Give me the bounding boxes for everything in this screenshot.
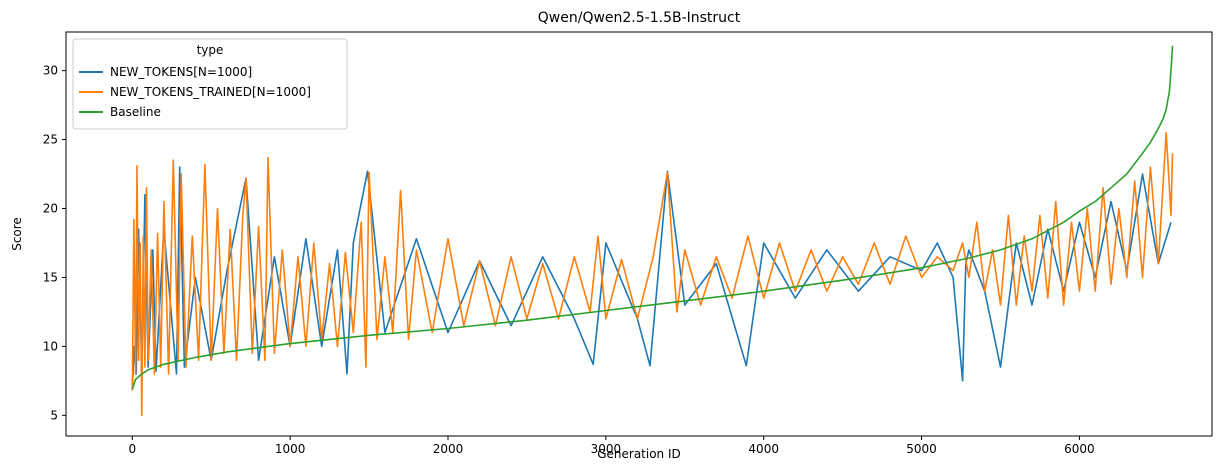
series-layer [131, 45, 1174, 417]
legend-label-new-tokens: NEW_TOKENS[N=1000] [110, 65, 252, 79]
y-tick-label: 15 [43, 270, 58, 284]
legend-box [72, 38, 348, 130]
y-tick-label: 30 [43, 64, 58, 78]
legend-label-new-tokens-trained: NEW_TOKENS_TRAINED[N=1000] [110, 85, 311, 99]
y-tick-label: 25 [43, 133, 58, 147]
legend-entry-new-tokens: NEW_TOKENS[N=1000] [79, 65, 252, 79]
legend-label-baseline: Baseline [110, 105, 161, 119]
y-tick-label: 20 [43, 201, 58, 215]
y-tick-label: 10 [43, 339, 58, 353]
series-line-baseline [131, 45, 1174, 390]
x-tick-label: 5000 [906, 442, 937, 456]
x-axis-label: Generation ID [597, 447, 681, 461]
x-tick-label: 3000 [591, 442, 622, 456]
series-line-new-tokens [131, 166, 1172, 388]
y-axis-label: Score [10, 217, 24, 251]
plot-frame [65, 31, 1213, 437]
legend: type NEW_TOKENS[N=1000] NEW_TOKENS_TRAIN… [72, 38, 348, 130]
chart-title: Qwen/Qwen2.5-1.5B-Instruct [538, 10, 741, 26]
x-tick-label: 4000 [748, 442, 779, 456]
legend-entry-baseline: Baseline [79, 105, 161, 119]
x-tick-label: 6000 [1064, 442, 1095, 456]
axes-layer: 0 1000 2000 3000 4000 5000 6000 5 10 15 20 25 30 [43, 64, 1095, 456]
x-tick-label: 2000 [433, 442, 464, 456]
series-line-new-tokens-trained [131, 131, 1174, 417]
y-tick-label: 5 [50, 408, 58, 422]
x-tick-label: 1000 [275, 442, 306, 456]
legend-title: type [197, 43, 224, 57]
legend-entry-new-tokens-trained: NEW_TOKENS_TRAINED[N=1000] [79, 85, 311, 99]
x-tick-label: 0 [128, 442, 136, 456]
